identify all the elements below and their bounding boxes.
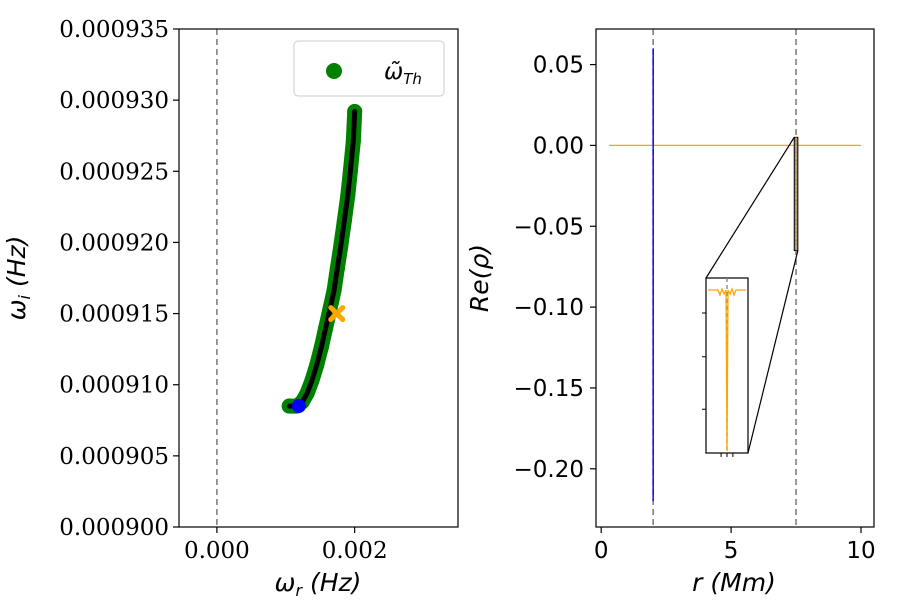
current-marker [328, 305, 346, 323]
left-ytick-label: 0.000930 [59, 88, 169, 114]
left-ytick-label: 0.000905 [59, 444, 169, 470]
right-ylabel: Re(ρ) [465, 244, 494, 312]
left-ytick-label: 0.000935 [59, 17, 169, 43]
right-ytick-label: −0.15 [514, 376, 584, 402]
legend-box [293, 40, 445, 97]
left-series [281, 104, 363, 414]
left-plot-area [179, 29, 458, 527]
legend-marker [326, 63, 342, 79]
inset-connector-bottom [747, 250, 799, 454]
left-ylabel: ωi (Hz) [2, 236, 34, 321]
right-ytick-label: 0.05 [533, 53, 584, 79]
left-ytick-label: 0.000900 [59, 515, 169, 541]
legend: ω̃Th [293, 40, 445, 97]
left-xtick-label: 0.002 [322, 538, 388, 564]
right-xtick-label: 5 [724, 538, 739, 564]
legend-label: ω̃Th [384, 59, 422, 88]
right-axes-frame [595, 28, 875, 528]
start-marker [291, 399, 306, 414]
inset-zoom [702, 136, 799, 457]
inset-connector-top [705, 137, 795, 279]
right-ytick-label: −0.05 [514, 214, 584, 240]
right-series [609, 48, 861, 502]
left-ytick-label: 0.000915 [59, 302, 169, 328]
left-ytick-label: 0.000910 [59, 373, 169, 399]
left-xtick-label: 0.000 [184, 538, 250, 564]
left-axes-frame [178, 28, 459, 528]
left-ticks: 0.000 0.002 0.000900 0.000905 0.000910 0.0009… [59, 17, 387, 564]
right-ytick-label: 0.00 [533, 133, 584, 159]
right-chart: 0 5 100.050.00−0.05−0.10−0.15−0.20 r (Mm) … [465, 28, 876, 597]
left-xlabel: ωr (Hz) [275, 568, 362, 600]
right-ytick-label: −0.20 [514, 457, 584, 483]
right-xtick-label: 10 [846, 538, 875, 564]
left-ytick-label: 0.000925 [59, 159, 169, 185]
right-xlabel: r (Mm) [692, 568, 776, 597]
right-ticks: 0 5 10 0.05 0.00 −0.05 −0.10 −0.15 −0.20 [514, 53, 876, 564]
left-ytick-label: 0.000920 [59, 230, 169, 256]
left-chart: 0.000 0.002 0.000900 0.000905 0.000910 0.0009… [2, 17, 459, 600]
inset-orange-trace [708, 287, 746, 452]
right-ytick-label: −0.10 [514, 295, 584, 321]
right-xtick-label: 0 [594, 538, 609, 564]
